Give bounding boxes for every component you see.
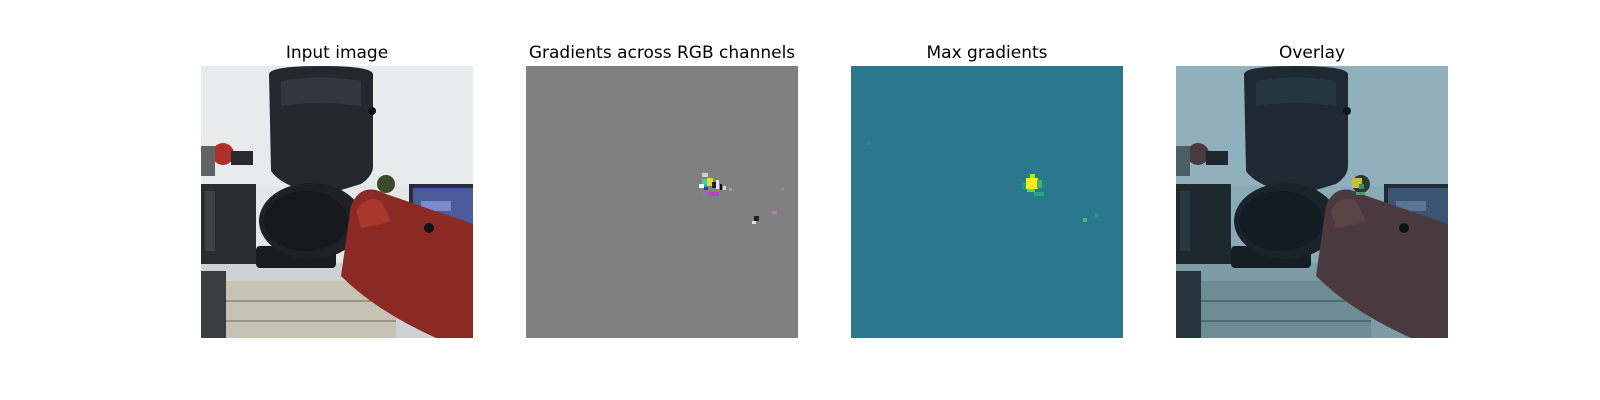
overlay-image: [1176, 66, 1448, 338]
panel-title-overlay: Overlay: [1278, 43, 1346, 63]
max-gradients-image: [851, 66, 1123, 338]
panel-gradients-rgb: Gradients across RGB channels: [526, 42, 798, 338]
panel-title-gradients-rgb: Gradients across RGB channels: [528, 43, 796, 63]
panel-title-input-image: Input image: [285, 43, 389, 63]
input-image: [201, 66, 473, 338]
panel-max-gradients: Max gradients: [851, 42, 1123, 338]
panel-overlay: Overlay: [1176, 42, 1448, 338]
panel-input-image: Input image: [201, 42, 473, 338]
panel-title-max-gradients: Max gradients: [926, 43, 1048, 63]
gradients-rgb-image: [526, 66, 798, 338]
